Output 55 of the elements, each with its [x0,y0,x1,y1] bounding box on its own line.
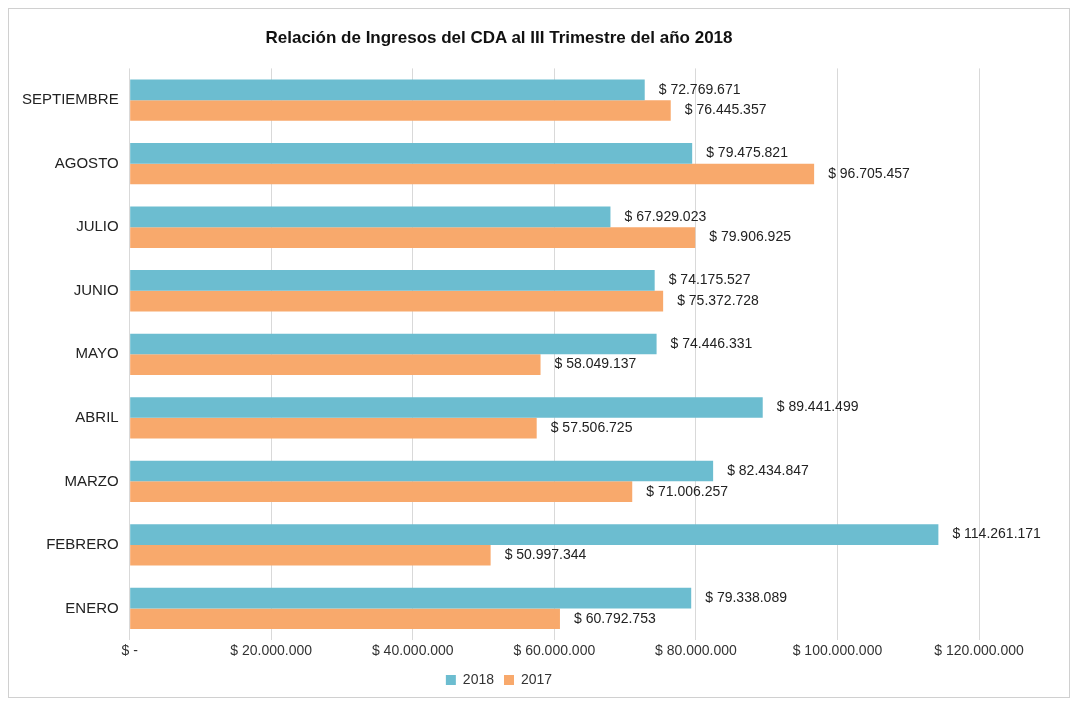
data-label: $ 114.261.171 [952,525,1042,542]
bar [130,417,537,439]
bar [130,79,645,101]
bar [130,608,560,630]
y-tick-label: ENERO [65,598,119,616]
y-tick-label: MARZO [64,471,119,489]
data-label: $ 71.006.257 [646,482,729,499]
x-tick-label: $ 40.000.000 [371,642,454,659]
bar [130,206,611,228]
data-label: $ 67.929.023 [624,207,707,224]
y-tick-label: AGOSTO [54,153,119,171]
bar [130,354,541,375]
bar [130,290,664,312]
bar [130,524,939,545]
legend-label: 2018 [462,670,495,687]
data-label: $ 50.997.344 [504,546,587,563]
bar [130,460,714,482]
bar [130,270,655,291]
bar [130,163,815,185]
y-tick-label: MAYO [75,344,119,362]
bar [130,333,657,355]
data-label: $ 58.049.137 [554,355,637,372]
data-label: $ 57.506.725 [550,419,633,436]
data-label: $ 74.175.527 [668,271,751,288]
bar [130,481,633,503]
data-label: $ 79.475.821 [706,144,789,161]
data-label: $ 96.705.457 [828,164,911,181]
data-label: $ 79.338.089 [705,588,788,605]
x-tick-label: $ 20.000.000 [230,642,313,659]
data-label: $ 60.792.753 [573,609,656,626]
bar [130,587,692,609]
x-tick-label: $ 60.000.000 [513,642,596,659]
x-tick-label: $ - [121,642,139,659]
bar [130,397,763,418]
x-tick-label: $ 120.000.000 [934,642,1024,659]
y-tick-label: FEBRERO [46,535,119,553]
x-tick-label: $ 80.000.000 [655,642,737,659]
bar [130,544,491,566]
data-label: $ 89.441.499 [776,398,859,415]
bar [130,143,693,164]
y-tick-label: SEPTIEMBRE [22,90,119,108]
y-tick-label: JULIO [76,217,119,235]
data-label: $ 82.434.847 [727,461,810,478]
data-label: $ 74.446.331 [670,334,753,351]
bar [130,100,671,121]
data-label: $ 76.445.357 [684,101,767,118]
data-label: $ 72.769.671 [658,80,741,97]
y-tick-label: JUNIO [73,280,119,298]
legend-label: 2017 [521,670,553,687]
y-tick-label: ABRIL [75,407,119,425]
bar [130,227,696,248]
chart-title: Relación de Ingresos del CDA al III Trimestre del año 2018 [265,27,733,47]
data-label: $ 79.906.925 [709,228,792,245]
x-tick-label: $ 100.000.000 [792,642,883,659]
data-label: $ 75.372.728 [677,291,760,308]
